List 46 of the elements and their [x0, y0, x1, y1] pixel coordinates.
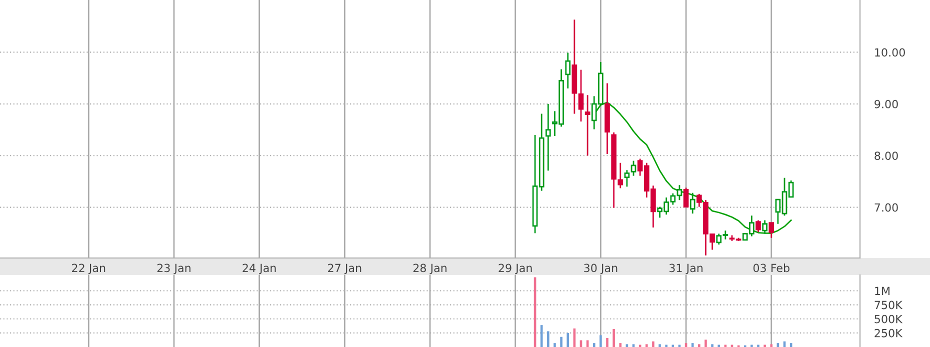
y-tick-label: 250K — [874, 328, 903, 338]
bar — [711, 344, 714, 347]
candlestick — [624, 169, 630, 188]
bar — [632, 344, 635, 347]
candlestick — [546, 103, 551, 172]
bar — [652, 341, 654, 347]
bar — [770, 344, 773, 347]
bar — [645, 344, 648, 347]
x-tick-label: 03 Feb — [753, 264, 790, 272]
candlestick — [762, 220, 768, 234]
bar — [698, 344, 700, 347]
candlestick — [630, 160, 636, 176]
x-tick-label: 22 Jan — [72, 264, 106, 274]
y-tick-label: 1M — [875, 286, 890, 295]
candlestick — [565, 52, 571, 90]
x-tick-label: 24 Jan — [242, 264, 276, 274]
bar — [547, 331, 550, 347]
bar — [704, 340, 707, 347]
bar — [658, 344, 661, 347]
candlestick — [584, 94, 590, 156]
x-tick-label: 31 Jan — [669, 264, 702, 274]
bar — [612, 329, 615, 347]
bar — [566, 332, 570, 347]
candlestick — [683, 186, 689, 208]
bar — [560, 336, 562, 347]
y-tick-label: 10.00 — [875, 48, 905, 57]
bar — [592, 343, 596, 347]
y-tick-label: 7.00 — [874, 203, 898, 212]
y-tick-label: 500K — [874, 314, 903, 324]
bar — [619, 343, 622, 347]
candlestick — [768, 222, 774, 239]
x-tick-label: 29 Jan — [498, 264, 532, 274]
y-tick-label: 8.00 — [874, 152, 898, 160]
x-tick-label: 27 Jan — [328, 264, 362, 274]
bar — [600, 335, 602, 347]
x-tick-label: 30 Jan — [584, 264, 618, 274]
bar — [606, 338, 608, 347]
y-tick-label: 750K — [874, 300, 903, 310]
bar — [554, 343, 556, 347]
bar — [540, 325, 543, 347]
x-tick-label: 28 Jan — [413, 264, 446, 274]
x-tick-label: 23 Jan — [157, 264, 190, 274]
candlestick — [756, 220, 761, 233]
bar — [626, 344, 628, 347]
candlestick — [690, 192, 696, 214]
y-tick-label: 9.00 — [874, 100, 898, 108]
